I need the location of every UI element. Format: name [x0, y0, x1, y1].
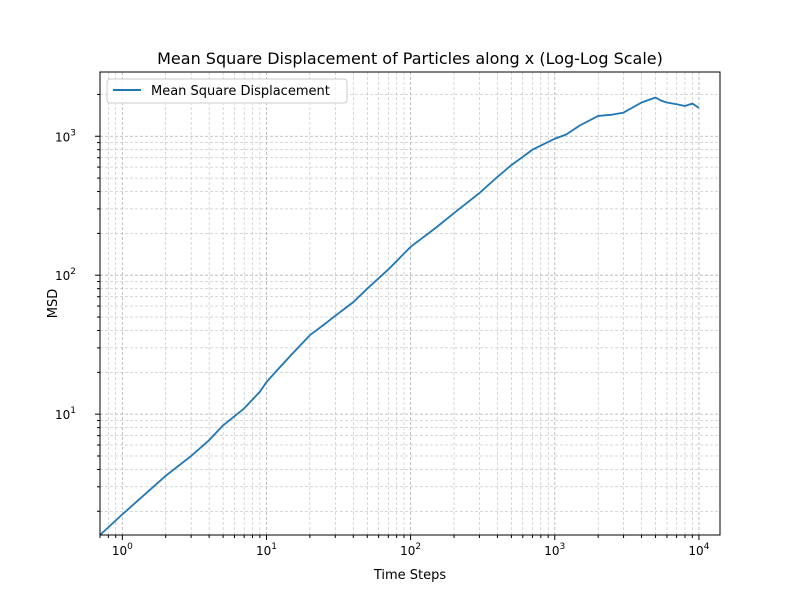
minor-grid: [99, 72, 720, 535]
series-line: [99, 96, 700, 536]
major-grid: [100, 72, 720, 535]
legend-label: Mean Square Displacement: [151, 84, 330, 99]
y-tick-label: 103: [55, 128, 76, 144]
chart-title: Mean Square Displacement of Particles al…: [157, 49, 663, 68]
x-axis-label: Time Steps: [373, 568, 447, 583]
legend: Mean Square Displacement: [106, 78, 348, 104]
series-layer: [99, 96, 700, 536]
x-tick-label: 102: [400, 542, 421, 558]
x-tick-label: 101: [256, 542, 277, 558]
y-tick-label: 101: [55, 406, 76, 422]
x-tick-label: 104: [688, 542, 709, 558]
x-tick-label: 100: [112, 542, 133, 558]
legend-box: [106, 78, 348, 104]
ticks-layer: 100 101 102 103 104 101 102 103: [55, 93, 710, 558]
y-tick-label: 102: [55, 267, 76, 283]
plot-frame: [99, 71, 721, 536]
x-tick-label: 103: [544, 542, 565, 558]
y-axis-label: MSD: [46, 289, 61, 318]
